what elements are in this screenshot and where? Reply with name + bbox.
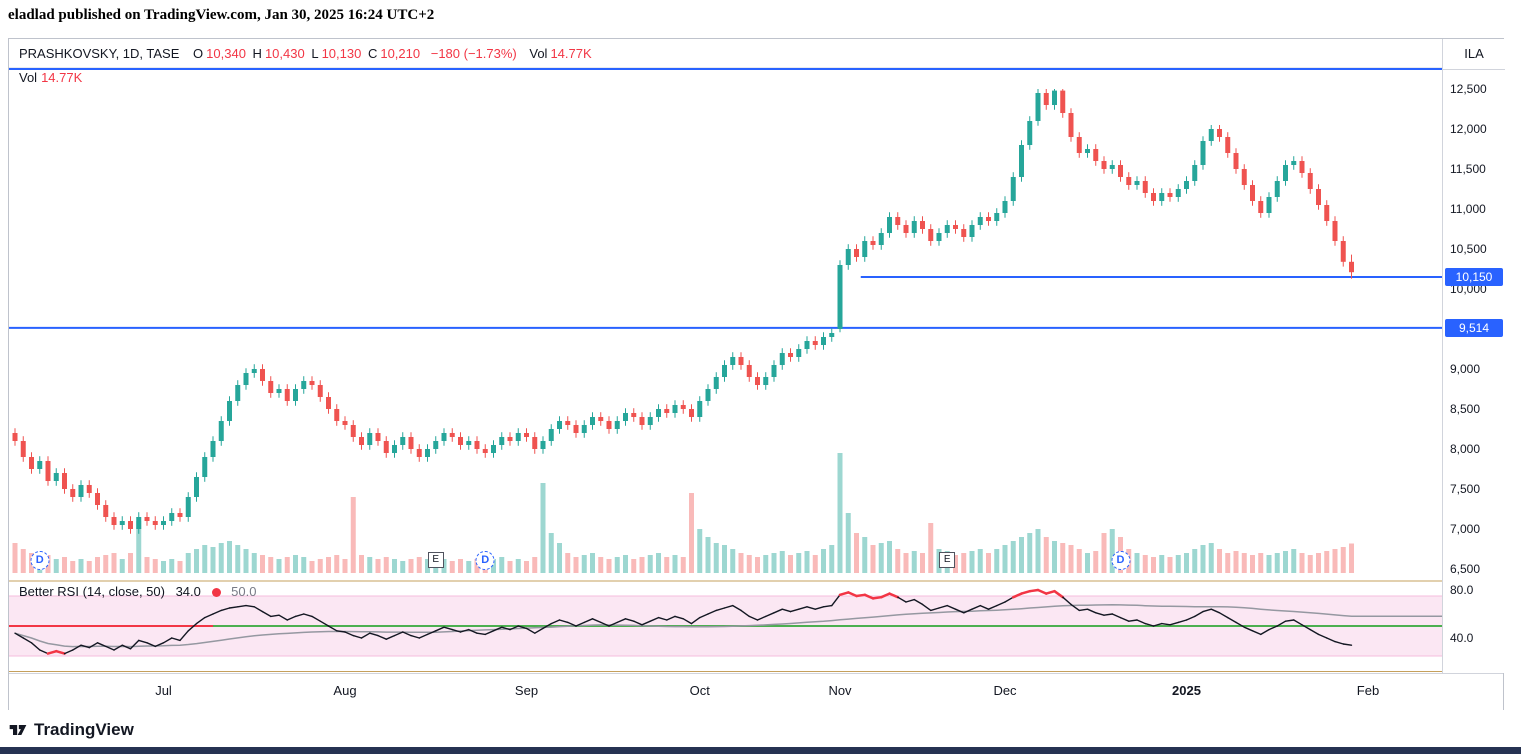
volume-legend[interactable]: Vol 14.77K	[19, 70, 86, 85]
price-axis-label: 10,500	[1450, 242, 1487, 256]
earnings-marker[interactable]: E	[939, 552, 956, 568]
rsi-legend[interactable]: Better RSI (14, close, 50) 34.0 50.0	[19, 584, 263, 599]
price-level-badge: 9,514	[1445, 318, 1503, 337]
rsi-axis-label: 40.0	[1450, 631, 1474, 645]
legend-close-label: C	[367, 46, 378, 61]
candles	[12, 89, 1354, 534]
time-axis-label: Nov	[828, 683, 852, 698]
legend-open-label: O	[193, 46, 204, 61]
bottom-bar	[0, 747, 1521, 754]
time-axis-label: Sep	[514, 683, 539, 698]
price-axis-label: 6,500	[1450, 562, 1481, 576]
dividend-marker[interactable]: D	[1111, 551, 1130, 570]
legend-separator	[9, 67, 1442, 68]
rsi-ma-marker-icon	[211, 588, 221, 598]
price-level-badge: 10,150	[1445, 268, 1503, 286]
tradingview-link[interactable]: TradingView	[8, 720, 134, 740]
legend-vol-value: 14.77K	[550, 46, 592, 61]
price-axis[interactable]: 12,500 12,000 11,500 11,000 10,500 10,000 9,00…	[1442, 39, 1504, 673]
price-axis-label: 9,000	[1450, 362, 1481, 376]
legend-change: −180 (−1.73%)	[430, 46, 517, 61]
legend-low-value: 10,130	[321, 46, 362, 61]
price-axis-label: 8,000	[1450, 442, 1481, 456]
rsi-pane[interactable]	[9, 579, 1442, 673]
rsi-title: Better RSI (14, close, 50)	[19, 584, 165, 599]
symbol-badge: ILA	[1442, 39, 1505, 70]
price-axis-label: 7,500	[1450, 482, 1481, 496]
legend-high-label: H	[252, 46, 262, 61]
price-axis-label: 8,500	[1450, 402, 1481, 416]
rsi-axis-label: 80.0	[1450, 583, 1474, 597]
dividend-marker[interactable]: D	[475, 551, 495, 570]
time-axis-label: Aug	[333, 683, 357, 698]
price-axis-label: 12,000	[1450, 122, 1487, 136]
dividend-marker[interactable]: D	[30, 551, 50, 570]
time-axis[interactable]: Jul Aug Sep Oct Nov Dec 2025 Feb	[9, 673, 1503, 710]
tradingview-logo-icon	[9, 725, 27, 735]
tradingview-brand: TradingView	[34, 720, 134, 739]
time-axis-label: Feb	[1356, 683, 1380, 698]
price-axis-label: 11,000	[1450, 202, 1486, 216]
price-axis-label: 11,500	[1450, 162, 1486, 176]
symbol-title: PRASHKOVSKY, 1D, TASE	[19, 46, 180, 61]
legend-low-label: L	[311, 46, 319, 61]
legend-close-value: 10,210	[380, 46, 421, 61]
volume-legend-value: 14.77K	[41, 70, 83, 85]
legend-open-value: 10,340	[206, 46, 246, 61]
rsi-ma-line	[14, 604, 1442, 648]
price-axis-label: 12,500	[1450, 82, 1487, 96]
legend-vol-label: Vol	[529, 46, 548, 61]
horizontal-level-lines[interactable]	[9, 68, 1442, 329]
earnings-marker[interactable]: E	[427, 552, 444, 568]
time-axis-label: Oct	[689, 683, 710, 698]
time-axis-label: 2025	[1172, 683, 1201, 698]
time-axis-label: Dec	[993, 683, 1017, 698]
price-axis-label: 7,000	[1450, 522, 1481, 536]
volume-legend-label: Vol	[19, 70, 38, 85]
legend-high-value: 10,430	[264, 46, 305, 61]
rsi-current-value: 34.0	[175, 584, 201, 599]
rsi-ma-value: 50.0	[231, 584, 257, 599]
attribution-bar: eladlad published on TradingView.com, Ja…	[8, 7, 435, 23]
time-axis-label: Jul	[155, 683, 172, 698]
